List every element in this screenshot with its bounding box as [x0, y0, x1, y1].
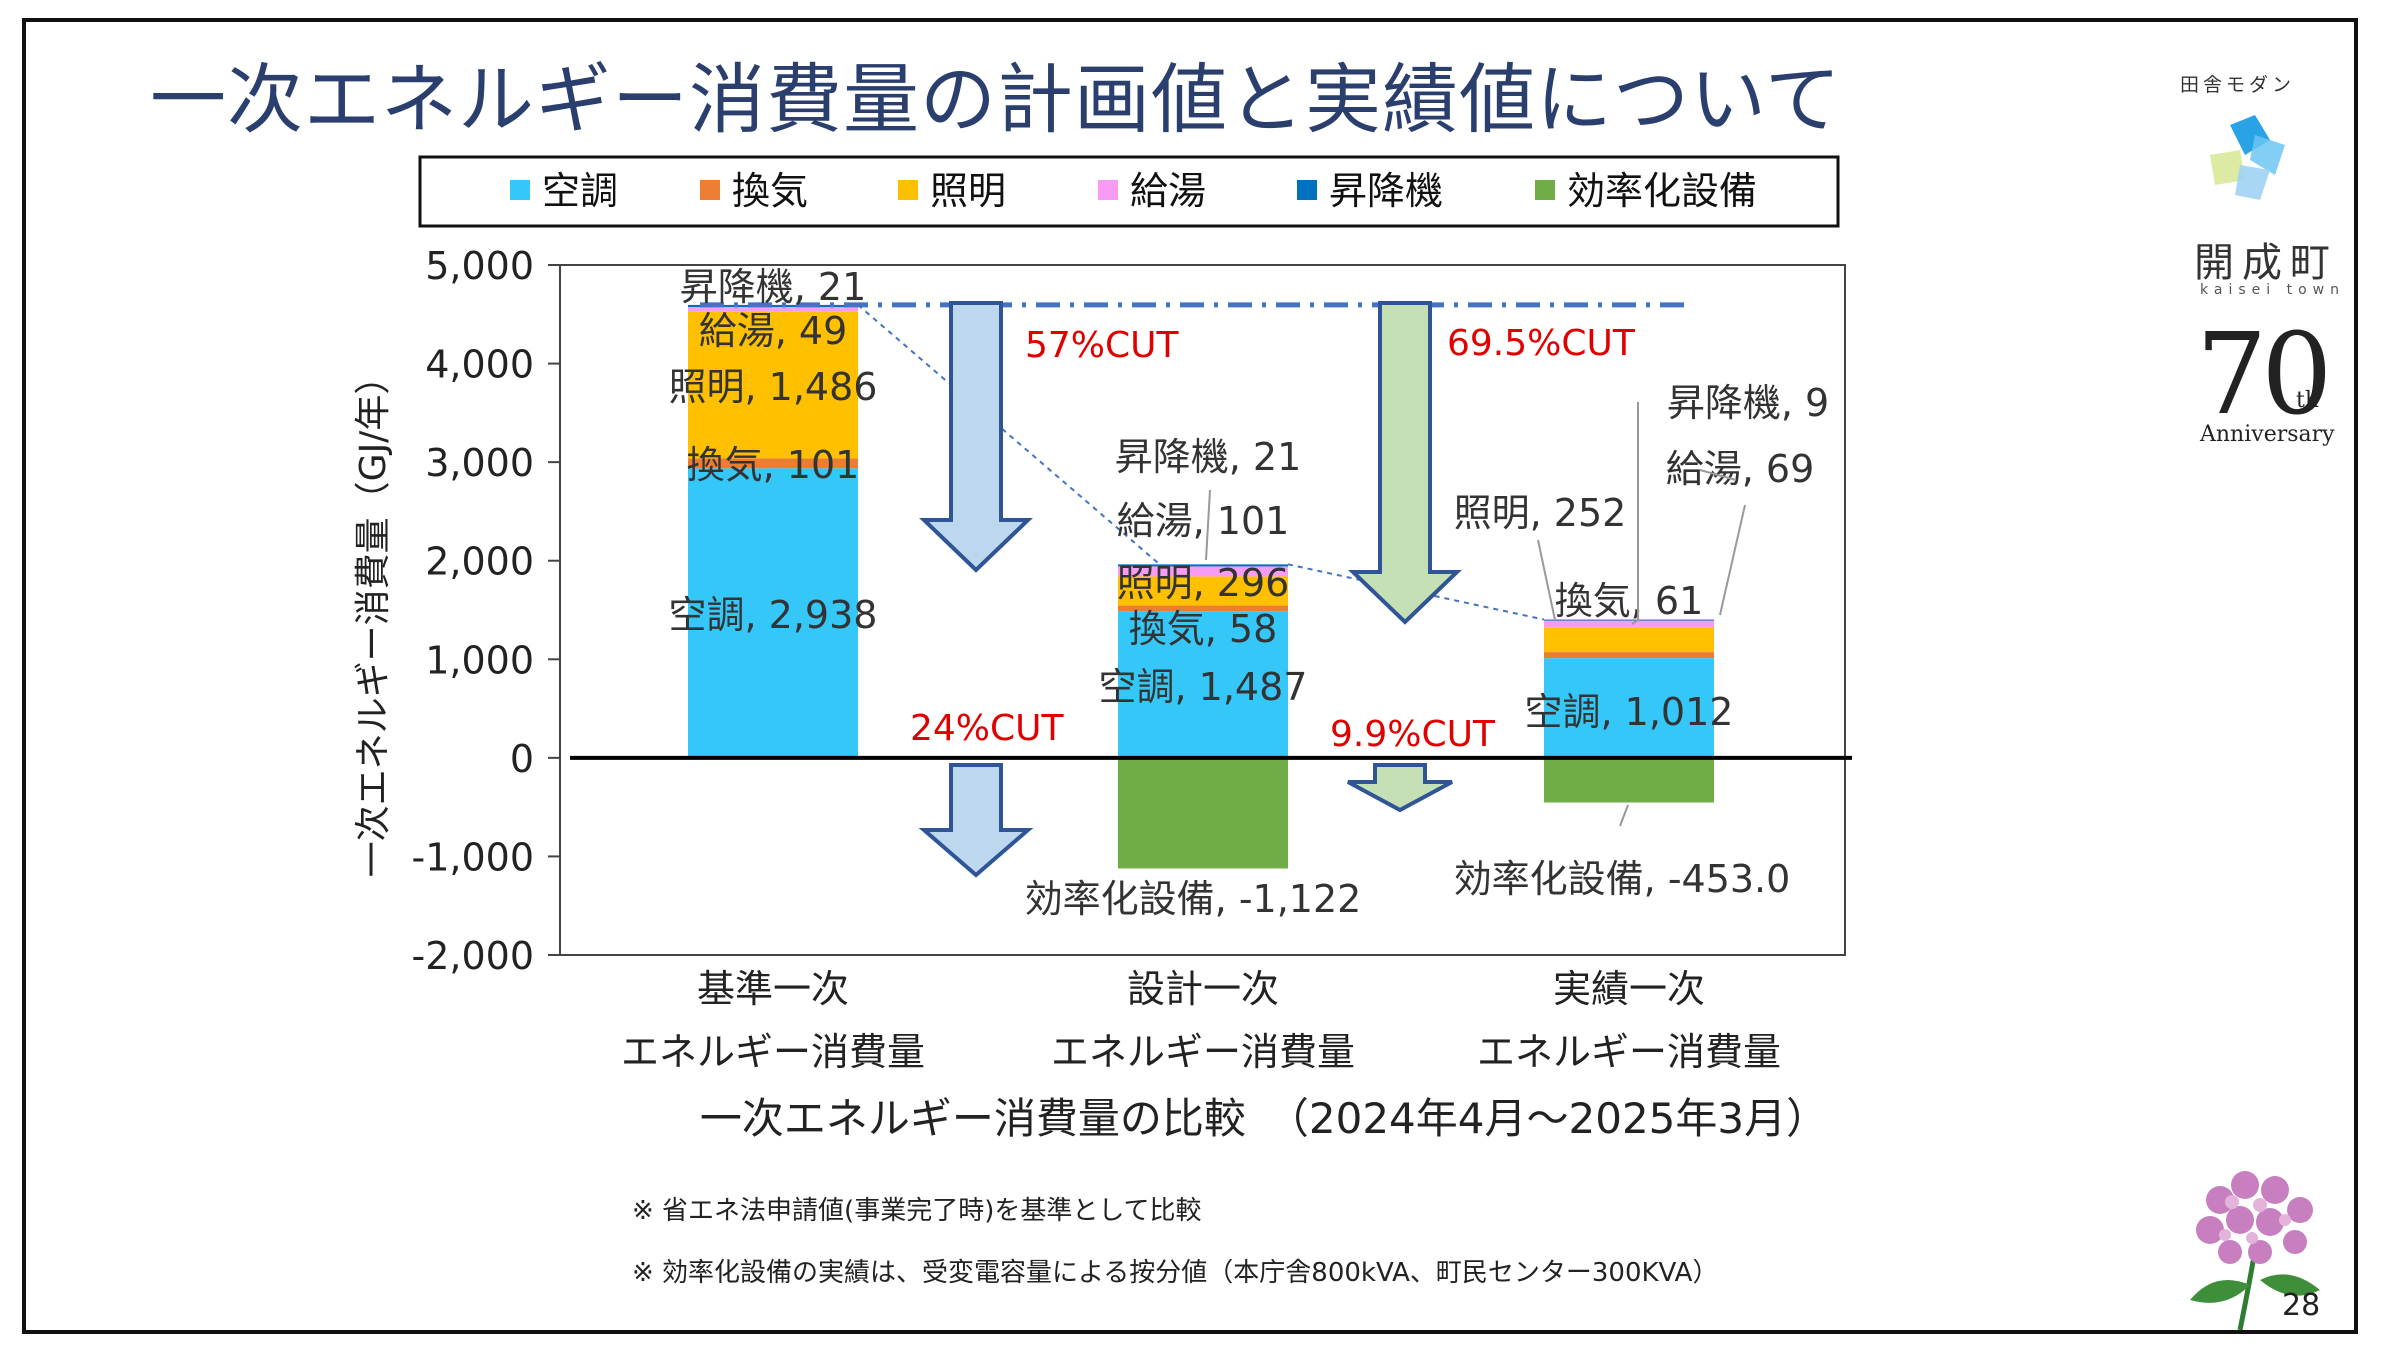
arrow-57-cut: [919, 301, 1033, 573]
data-label-1-2: 照明, 296: [1117, 561, 1290, 605]
bar-1-4: [1118, 564, 1288, 567]
bar-2-3: [1544, 620, 1714, 628]
legend-swatch-2: [898, 180, 918, 200]
legend-swatch-3: [1098, 180, 1118, 200]
data-label-0-4: 昇降機, 21: [680, 265, 867, 309]
data-label-0-0: 空調, 2,938: [669, 593, 878, 637]
bar-1-0: [1118, 611, 1288, 758]
legend-swatch-1: [700, 180, 720, 200]
data-label-2-2: 照明, 252: [1454, 491, 1627, 535]
note-1: ※ 省エネ法申請値(事業完了時)を基準として比較: [632, 1196, 1202, 1226]
legend-swatch-4: [1297, 180, 1317, 200]
legend-label-5: 効率化設備: [1567, 169, 1757, 213]
legend-label-0: 空調: [542, 169, 618, 213]
mascot-icon: [2210, 115, 2285, 200]
page-number: 28: [2282, 1288, 2321, 1323]
y-tick-label-5: 0: [510, 737, 534, 781]
data-label-2-0: 空調, 1,012: [1525, 690, 1734, 734]
logo-anniversary-number: 70: [2196, 310, 2332, 440]
x-tick-label-1-a: 設計一次: [1127, 967, 1279, 1011]
arrow-69-cut: [1348, 301, 1462, 625]
legend-label-4: 昇降機: [1329, 169, 1443, 213]
data-label-1-1: 換気, 58: [1129, 607, 1278, 651]
legend-label-3: 給湯: [1130, 169, 1206, 213]
bar-1-5: [1118, 757, 1288, 869]
data-label-0-2: 照明, 1,486: [669, 365, 878, 409]
bar-0-1: [688, 458, 858, 469]
leader-line-2-3b: [1699, 469, 1737, 481]
y-axis-label: 一次エネルギー消費量（GJ/年）: [353, 359, 394, 878]
arrow-24-cut: [918, 763, 1034, 878]
y-tick-label-2: 3,000: [425, 441, 534, 485]
y-tick-label-0: 5,000: [425, 244, 534, 288]
logo-tagline: 田舎モダン: [2180, 74, 2296, 96]
bar-0-3: [688, 306, 858, 312]
bar-2-2: [1544, 627, 1714, 653]
y-tick-label-4: 1,000: [425, 638, 534, 682]
bar-2-4: [1544, 619, 1714, 621]
annotations: 57%CUT 69.5%CUT 24%CUT 9.9%CUT: [910, 301, 1636, 878]
town-logo: 田舎モダン 開成町 kaisei town 70 th Anniversary: [2160, 20, 2380, 450]
leader-line-1-4: [1205, 489, 1211, 561]
y-tick-label-1: 4,000: [425, 343, 534, 387]
logo-anniversary-text: Anniversary: [2200, 422, 2335, 447]
bar-1-3: [1118, 566, 1288, 577]
page-title: 一次エネルギー消費量の計画値と実績値について: [150, 55, 1842, 144]
data-label-1-5: 効率化設備, -1,122: [1025, 877, 1362, 921]
bar-2-1: [1544, 652, 1714, 659]
cut-label-69: 69.5%CUT: [1447, 323, 1636, 364]
leader-line-2-4: [1631, 402, 1639, 625]
y-tick-label-7: -2,000: [412, 934, 535, 978]
legend-label-1: 換気: [732, 169, 808, 213]
y-tick-label-6: -1,000: [412, 835, 535, 879]
data-label-0-3: 給湯, 49: [699, 309, 848, 353]
plot-area: 5,000 4,000 3,000 2,000 1,000 0 -1,000 -2,000 基準…: [412, 244, 1852, 1074]
data-label-2-4: 昇降機, 9: [1667, 381, 1829, 425]
logo-romaji: kaisei town: [2200, 282, 2345, 298]
logo-anniversary-th: th: [2296, 388, 2320, 413]
data-label-1-3: 給湯, 101: [1117, 499, 1290, 543]
connector-line-1: [857, 304, 1161, 566]
legend-swatch-5: [1535, 180, 1555, 200]
data-label-0-1: 換気, 101: [687, 443, 860, 487]
data-label-2-3: 給湯, 69: [1666, 447, 1815, 491]
data-label-2-1: 換気, 61: [1555, 579, 1704, 623]
bar-0-4: [688, 304, 858, 307]
x-tick-label-2-b: エネルギー消費量: [1477, 1030, 1781, 1074]
leader-line-2-5: [1619, 804, 1629, 827]
leader-line-2-3: [1719, 504, 1746, 616]
legend-label-2: 照明: [930, 169, 1006, 213]
chart-legend: 空調 換気 照明 給湯 昇降機 効率化設備: [418, 155, 1840, 228]
bar-1-2: [1118, 576, 1288, 606]
bar-2-5: [1544, 757, 1714, 803]
note-2: ※ 効率化設備の実績は、受変電容量による按分値（本庁舎800kVA、町民センター…: [632, 1258, 1719, 1288]
logo-town-name: 開成町: [2194, 240, 2338, 286]
hydrangea-icon: [2190, 1171, 2320, 1330]
bar-0-2: [688, 311, 858, 459]
data-label-1-0: 空調, 1,487: [1099, 665, 1308, 709]
cut-label-24: 24%CUT: [910, 708, 1065, 749]
data-label-2-5: 効率化設備, -453.0: [1454, 857, 1791, 901]
x-tick-label-0-a: 基準一次: [697, 967, 849, 1011]
x-tick-label-1-b: エネルギー消費量: [1051, 1030, 1355, 1074]
cut-label-9: 9.9%CUT: [1330, 714, 1496, 755]
cut-label-57: 57%CUT: [1025, 325, 1180, 366]
bar-0-0: [688, 468, 858, 758]
leader-line-2-2: [1537, 539, 1556, 621]
slide-frame: [22, 18, 2358, 1334]
x-tick-label-2-a: 実績一次: [1553, 967, 1705, 1011]
y-tick-label-3: 2,000: [425, 540, 534, 584]
data-label-1-4: 昇降機, 21: [1115, 435, 1302, 479]
bar-1-1: [1118, 605, 1288, 612]
x-axis-label: 一次エネルギー消費量の比較 （2024年4月～2025年3月）: [700, 1094, 1828, 1143]
legend-box: [418, 155, 1840, 228]
x-tick-label-0-b: エネルギー消費量: [621, 1030, 925, 1074]
legend-swatch-0: [510, 180, 530, 200]
bar-2-0: [1544, 658, 1714, 758]
arrow-9-cut: [1347, 763, 1453, 813]
